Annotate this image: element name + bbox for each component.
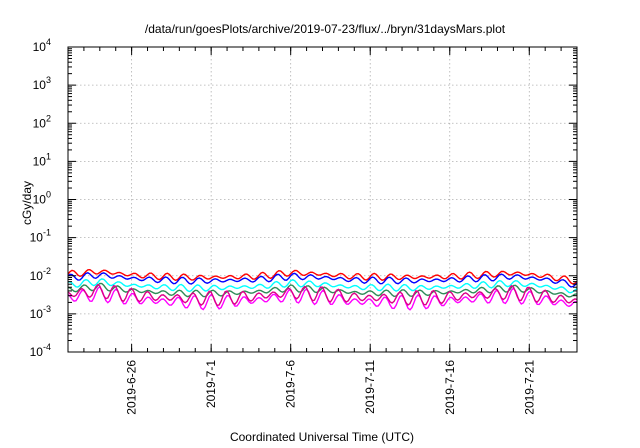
y-tick-label: 10-2	[30, 266, 51, 283]
x-tick-label: 2019-7-21	[522, 360, 536, 415]
series-line	[67, 272, 578, 288]
y-tick-exponent: -3	[43, 304, 51, 314]
y-tick-label: 10-1	[30, 228, 51, 245]
series-line	[67, 285, 578, 311]
y-tick-base: 10	[30, 307, 44, 321]
y-tick-base: 10	[33, 154, 47, 168]
y-tick-exponent: 4	[46, 37, 51, 47]
x-axis-label: Coordinated Universal Time (UTC)	[230, 430, 414, 444]
y-tick-exponent: 1	[46, 151, 51, 161]
x-tick-label: 2019-6-26	[125, 360, 139, 415]
y-tick-label: 10-3	[30, 304, 51, 321]
axis-ticks	[67, 46, 578, 353]
y-tick-base: 10	[30, 269, 44, 283]
x-tick-label: 2019-7-1	[204, 360, 218, 408]
x-tick-label: 2019-7-16	[443, 360, 457, 415]
y-tick-exponent: 0	[46, 190, 51, 200]
y-tick-exponent: -2	[43, 266, 51, 276]
chart-title: /data/run/goesPlots/archive/2019-07-23/f…	[145, 22, 506, 36]
y-tick-base: 10	[33, 78, 47, 92]
y-tick-base: 10	[33, 116, 47, 130]
x-tick-labels: 2019-6-26 2019-7-1 2019-7-6 2019-7-11 2019-7…	[125, 360, 537, 415]
series-line	[67, 283, 578, 307]
y-tick-label: 102	[33, 113, 51, 130]
y-tick-label: 103	[33, 75, 51, 92]
y-tick-exponent: -4	[43, 342, 51, 352]
y-tick-label: 10-4	[30, 342, 51, 359]
y-tick-exponent: -1	[43, 228, 51, 238]
y-tick-base: 10	[33, 193, 47, 207]
series-line	[67, 278, 578, 294]
y-tick-label: 100	[33, 190, 51, 207]
y-tick-label: 104	[33, 37, 51, 54]
series-line	[67, 268, 578, 285]
x-tick-label: 2019-7-6	[284, 360, 298, 408]
y-tick-base: 10	[33, 40, 47, 54]
y-tick-base: 10	[30, 231, 44, 245]
y-tick-label: 101	[33, 151, 51, 168]
y-tick-base: 10	[30, 345, 44, 359]
series-lines	[67, 268, 578, 311]
x-tick-label: 2019-7-11	[363, 360, 377, 414]
y-tick-exponent: 3	[46, 75, 51, 85]
y-tick-exponent: 2	[46, 113, 51, 123]
y-axis-label: cGy/day	[20, 181, 34, 225]
